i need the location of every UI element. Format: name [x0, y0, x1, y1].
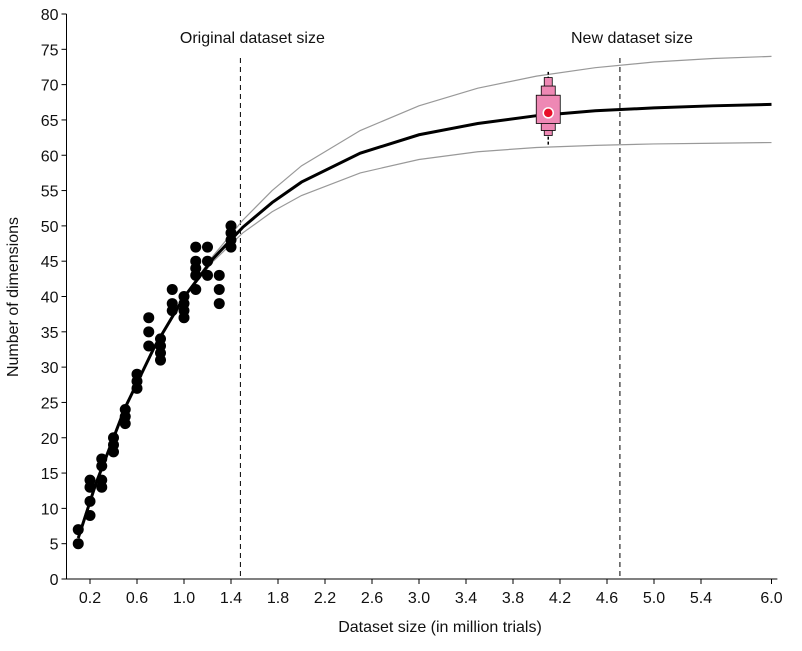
point — [166, 283, 178, 295]
x-tick-label: 0.2 — [79, 590, 101, 607]
y-tick-label: 25 — [41, 395, 59, 412]
x-tick-label: 4.6 — [596, 590, 618, 607]
y-tick-label: 80 — [41, 7, 59, 24]
point — [202, 255, 213, 267]
annotation: Original dataset size — [180, 30, 325, 47]
y-axis-label: Number of dimensions — [5, 217, 22, 377]
point — [72, 538, 84, 550]
point — [202, 241, 213, 253]
point — [213, 269, 225, 281]
y-tick-label: 30 — [41, 360, 59, 377]
point — [225, 241, 237, 253]
y-tick-label: 70 — [41, 78, 59, 95]
point — [108, 446, 119, 458]
x-tick-label: 2.2 — [314, 590, 336, 607]
fit-line — [76, 102, 772, 539]
x-tick-label: 1.4 — [220, 590, 242, 607]
point — [213, 298, 225, 310]
y-tick-label: 55 — [41, 184, 59, 201]
point — [202, 269, 213, 281]
point — [190, 283, 202, 295]
y-tick-label: 75 — [41, 42, 59, 59]
x-tick-label: 5.4 — [690, 590, 712, 607]
x-tick-label: 1.0 — [173, 590, 195, 607]
x-tick-label: 3.0 — [408, 590, 430, 607]
point — [143, 326, 155, 338]
y-tick-label: 35 — [41, 325, 59, 342]
point — [131, 382, 143, 394]
x-tick-label: 3.8 — [502, 590, 524, 607]
point — [72, 524, 84, 536]
point — [96, 481, 108, 493]
point — [166, 305, 178, 317]
x-tick-label: 0.6 — [126, 590, 148, 607]
point — [84, 481, 96, 493]
x-tick-label: 2.6 — [361, 590, 383, 607]
y-tick-label: 50 — [41, 219, 59, 236]
point — [143, 340, 155, 352]
x-tick-label: 1.8 — [267, 590, 289, 607]
point — [143, 312, 155, 324]
y-tick-label: 15 — [41, 466, 59, 483]
point — [84, 495, 96, 507]
y-tick-label: 10 — [41, 501, 59, 518]
point — [84, 509, 96, 521]
x-tick-label: 4.2 — [549, 590, 571, 607]
point — [155, 354, 166, 366]
y-tick-label: 65 — [41, 113, 59, 130]
point — [190, 269, 202, 281]
y-tick-label: 45 — [41, 254, 59, 271]
y-tick-label: 5 — [50, 537, 59, 554]
x-tick-label: 5.0 — [643, 590, 665, 607]
y-tick-label: 60 — [41, 148, 59, 165]
x-tick-label: 3.4 — [455, 590, 477, 607]
annotation: New dataset size — [571, 30, 693, 47]
bound-line — [77, 141, 772, 539]
point — [119, 418, 131, 430]
point — [96, 460, 108, 472]
point — [178, 312, 190, 324]
median — [542, 107, 554, 119]
x-tick-label: 6.0 — [760, 590, 782, 607]
y-tick-label: 0 — [50, 572, 59, 589]
point — [190, 241, 202, 253]
point — [213, 283, 225, 295]
x-axis-label: Dataset size (in million trials) — [338, 619, 542, 636]
y-tick-label: 20 — [41, 431, 59, 448]
y-tick-label: 40 — [41, 290, 59, 307]
